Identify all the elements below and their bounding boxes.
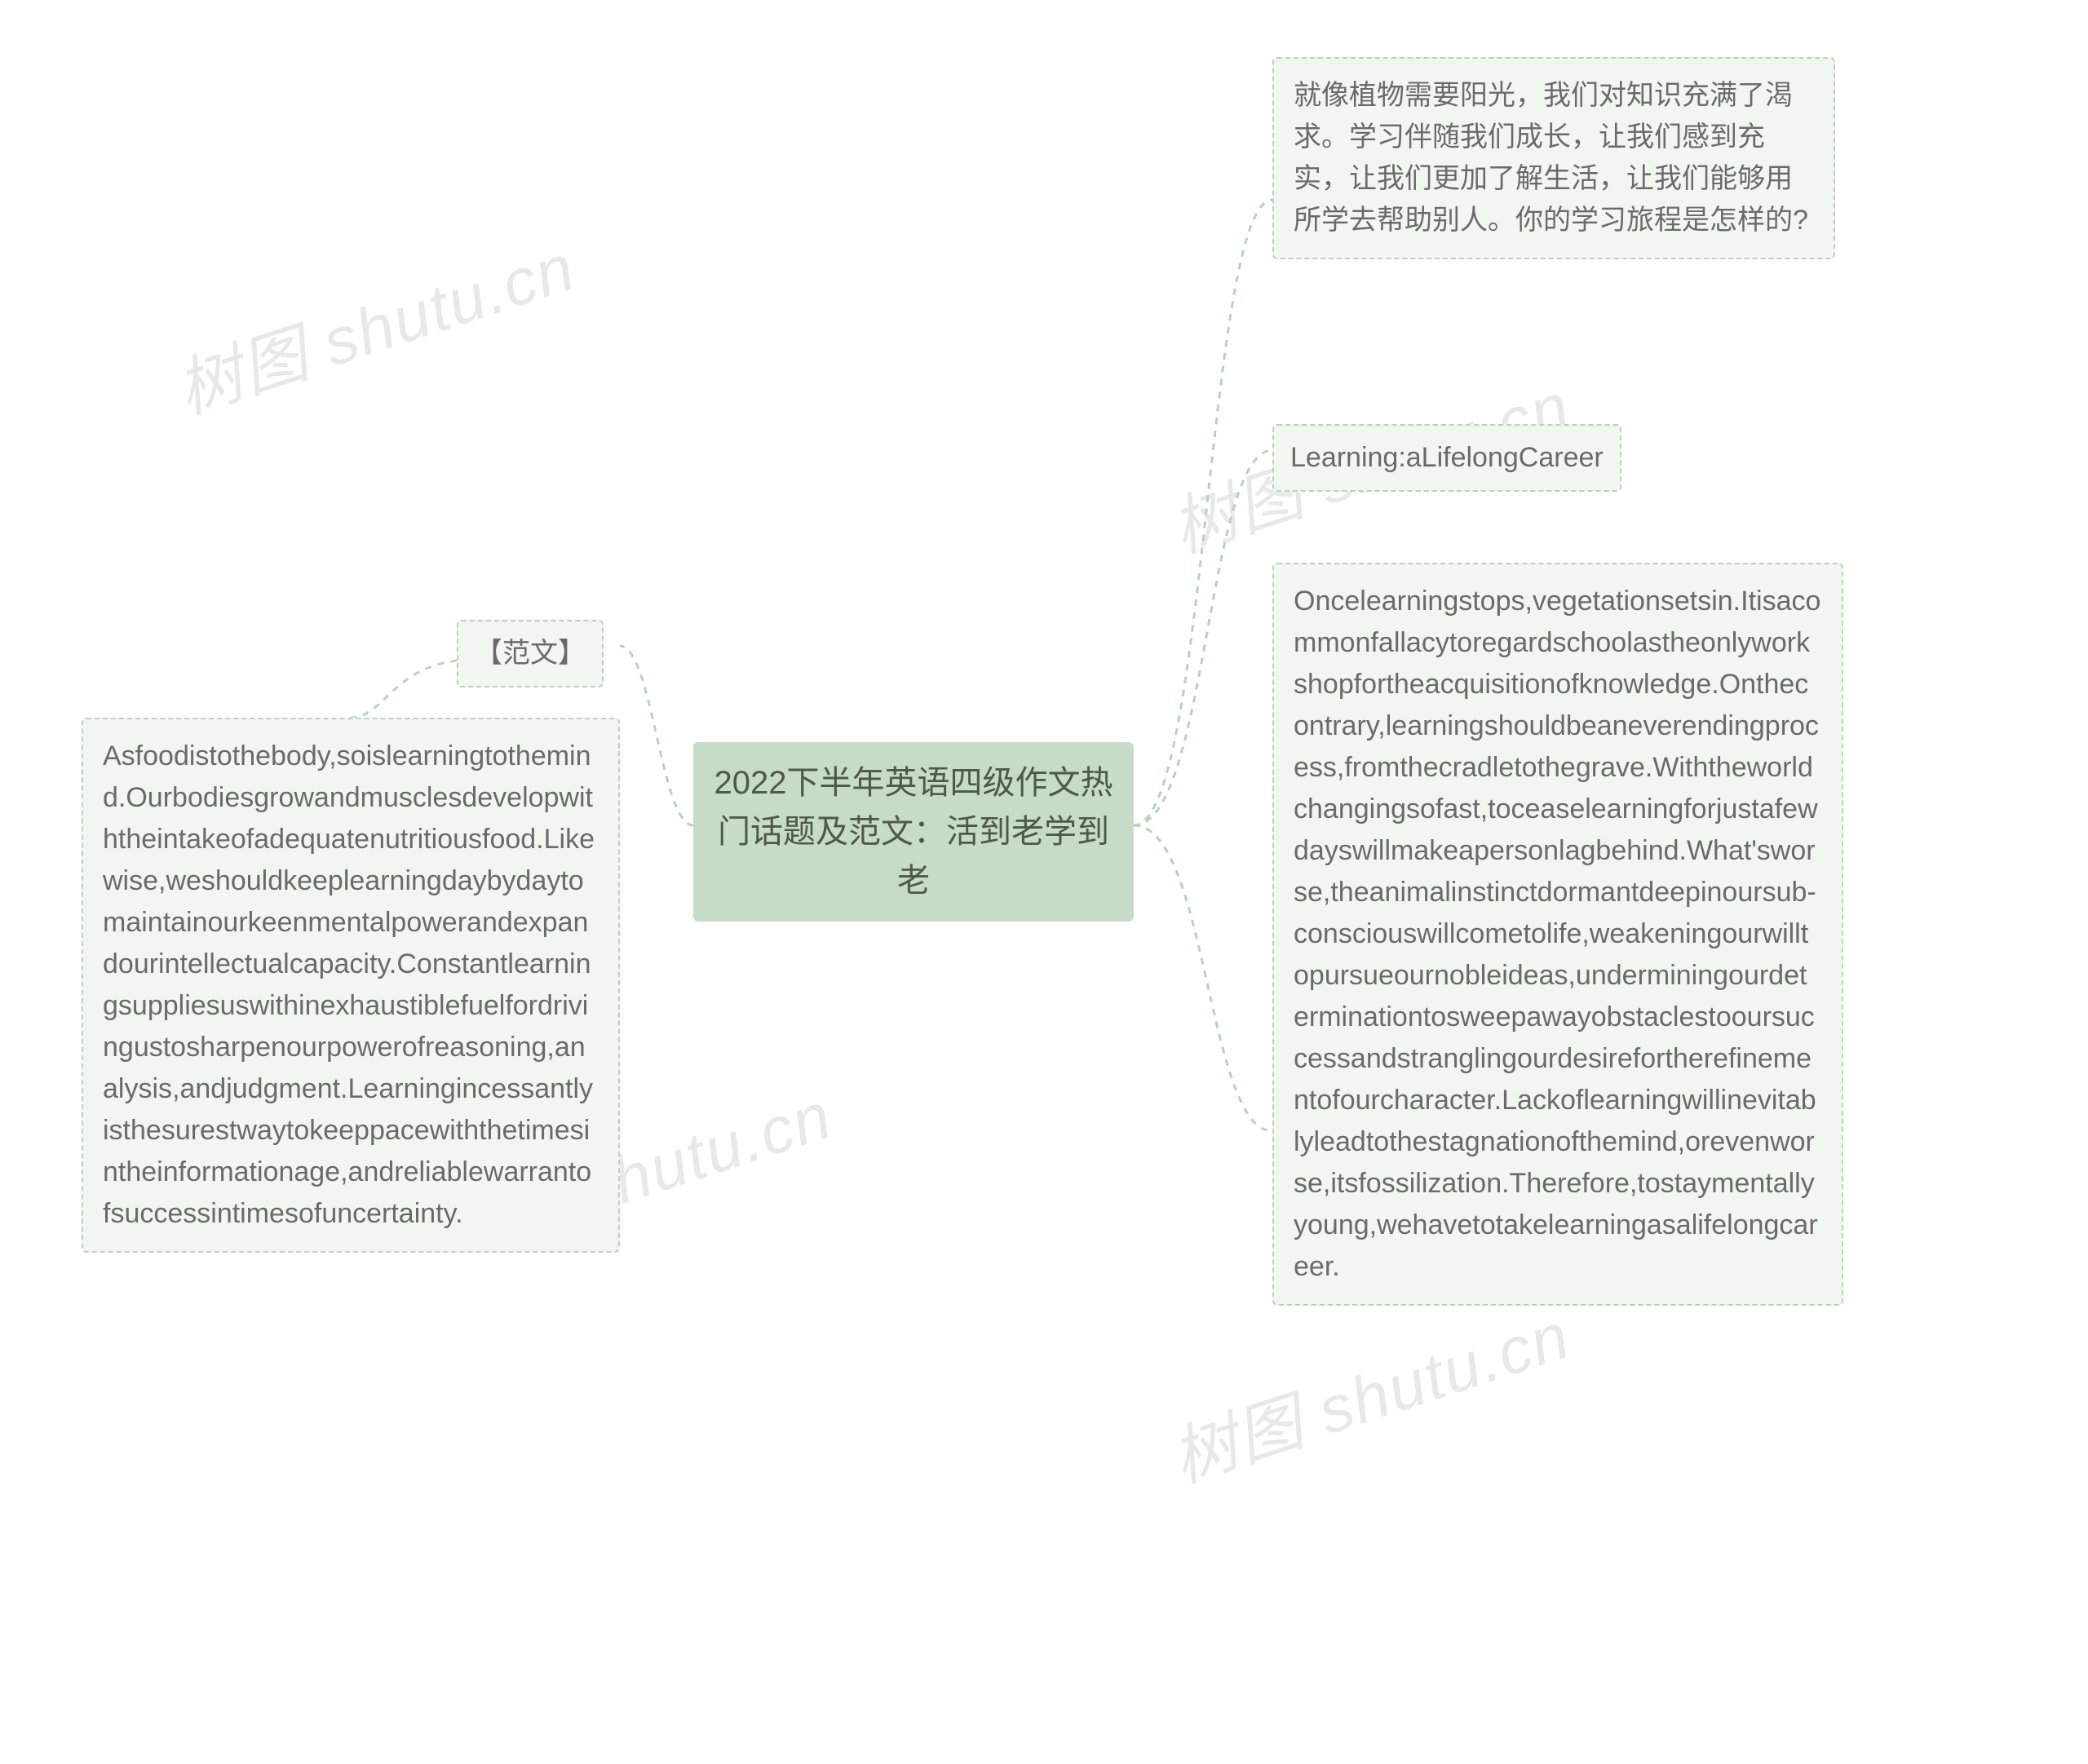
node-intro: 就像植物需要阳光，我们对知识充满了渴求。学习伴随我们成长，让我们感到充实，让我们… [1272, 57, 1835, 259]
node-subtitle: Learning:aLifelongCareer [1272, 424, 1621, 492]
node-fanwen-label: 【范文】 [457, 620, 604, 687]
watermark: 树图 shutu.cn [163, 214, 586, 432]
subtitle-text: Learning:aLifelongCareer [1290, 442, 1604, 473]
para1-text: Asfoodistothebody,soislearningtothemind.… [103, 741, 595, 1229]
mindmap-center: 2022下半年英语四级作文热门话题及范文：活到老学到老 [693, 742, 1134, 922]
intro-text: 就像植物需要阳光，我们对知识充满了渴求。学习伴随我们成长，让我们感到充实，让我们… [1294, 80, 1808, 236]
node-para1: Asfoodistothebody,soislearningtothemind.… [82, 718, 620, 1253]
watermark: 树图 shutu.cn [1158, 1283, 1581, 1501]
para2-text: Oncelearningstops,vegetationsetsin.Itisa… [1294, 586, 1820, 1282]
node-para2: Oncelearningstops,vegetationsetsin.Itisa… [1272, 563, 1843, 1306]
center-title: 2022下半年英语四级作文热门话题及范文：活到老学到老 [714, 765, 1113, 899]
fanwen-label-text: 【范文】 [475, 638, 586, 669]
